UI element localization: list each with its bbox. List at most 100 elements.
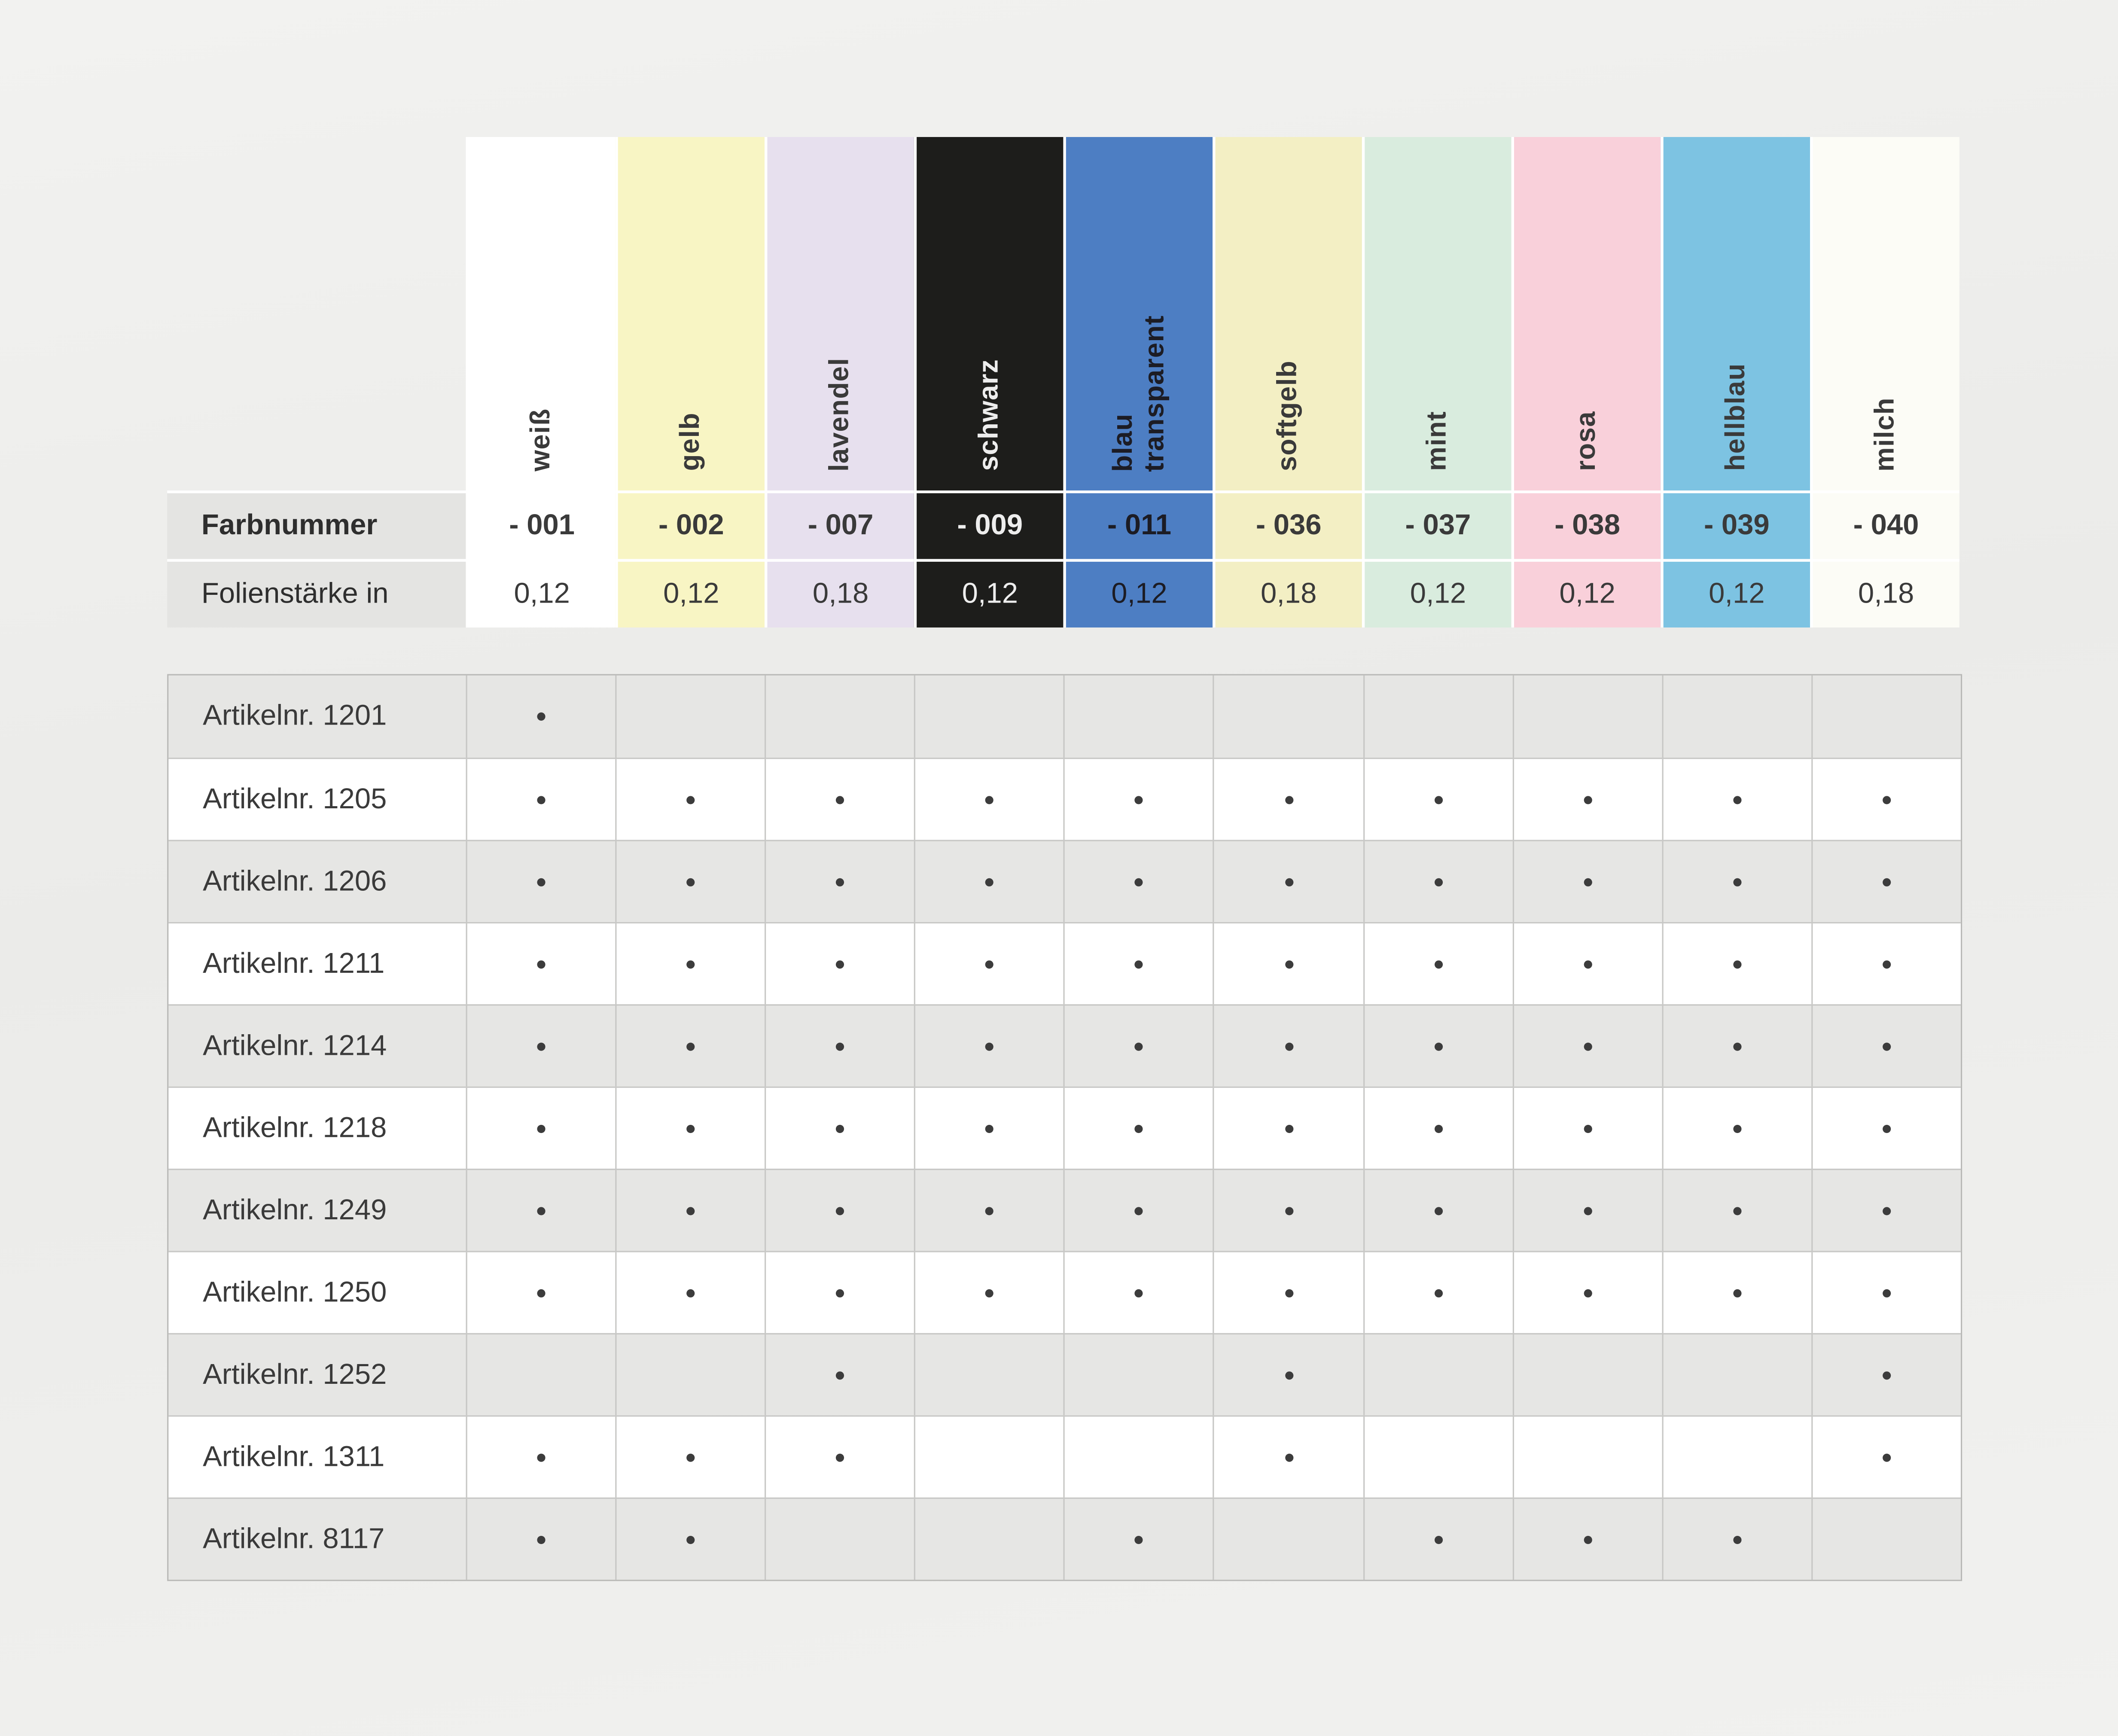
availability-dot <box>1434 877 1442 886</box>
availability-dot <box>1434 1288 1442 1297</box>
availability-cell <box>1213 1005 1363 1087</box>
availability-cell <box>765 1334 914 1416</box>
availability-dot <box>686 877 695 886</box>
color-name-label: rosa <box>1571 411 1602 472</box>
article-label: Artikelnr. 1249 <box>203 1194 387 1226</box>
farbnummer-row: Farbnummer - 001- 002- 007- 009- 011- 03… <box>167 490 1960 559</box>
color-name-label: schwarz <box>974 359 1005 472</box>
availability-cell <box>1213 675 1363 758</box>
article-row: Artikelnr. 1206 <box>168 840 1961 922</box>
availability-dot <box>1434 959 1442 968</box>
article-row: Artikelnr. 1211 <box>168 922 1961 1005</box>
farbnummer-value: - 001 <box>466 490 616 559</box>
availability-dot <box>1733 959 1741 968</box>
farbnummer-value: - 037 <box>1362 490 1512 559</box>
availability-cell <box>765 675 914 758</box>
availability-dot <box>686 1288 695 1297</box>
folienstaerke-value: 0,18 <box>765 559 914 628</box>
availability-cell <box>466 1170 616 1251</box>
availability-cell <box>765 841 914 922</box>
article-row: Artikelnr. 1201 <box>168 675 1961 758</box>
availability-dot <box>1882 795 1891 804</box>
availability-cell <box>914 1087 1064 1169</box>
availability-cell <box>466 1498 616 1580</box>
availability-cell <box>1064 675 1213 758</box>
availability-cell <box>1512 1005 1662 1087</box>
availability-cell <box>466 1005 616 1087</box>
availability-dot <box>1284 1206 1293 1215</box>
availability-cell <box>765 923 914 1005</box>
availability-dot <box>836 1042 844 1051</box>
availability-cell <box>1661 841 1811 922</box>
availability-dot <box>985 1288 994 1297</box>
availability-cell <box>765 1498 914 1580</box>
availability-cell <box>1064 1498 1213 1580</box>
availability-cell <box>1661 1334 1811 1416</box>
availability-dot <box>1733 1206 1741 1215</box>
availability-cell <box>1362 923 1512 1005</box>
availability-cell <box>1362 1416 1512 1498</box>
availability-dot <box>1583 959 1592 968</box>
availability-cell <box>1362 1087 1512 1169</box>
availability-dot <box>1583 1206 1592 1215</box>
article-label: Artikelnr. 1252 <box>203 1358 387 1390</box>
availability-dot <box>836 795 844 804</box>
availability-dot <box>686 1124 695 1133</box>
availability-dot <box>1434 1042 1442 1051</box>
color-name-label: mint <box>1422 411 1453 472</box>
availability-cell <box>1512 1170 1662 1251</box>
article-label: Artikelnr. 1250 <box>203 1276 387 1308</box>
availability-cell <box>1811 1170 1961 1251</box>
folienstaerke-value: 0,12 <box>615 559 765 628</box>
availability-cell <box>914 923 1064 1005</box>
availability-cell <box>914 1252 1064 1333</box>
availability-dot <box>1882 1206 1891 1215</box>
availability-cell <box>914 1416 1064 1498</box>
availability-dot <box>537 1124 545 1133</box>
availability-cell <box>1512 1498 1662 1580</box>
availability-dot <box>985 959 994 968</box>
availability-cell <box>1811 1498 1961 1580</box>
color-name-label: weiß <box>526 408 557 472</box>
availability-dot <box>836 877 844 886</box>
availability-cell <box>1362 1498 1512 1580</box>
availability-cell <box>615 1252 765 1333</box>
availability-cell <box>914 1498 1064 1580</box>
availability-cell <box>1811 1252 1961 1333</box>
color-swatch-7: rosa <box>1511 137 1661 491</box>
availability-cell <box>1512 1087 1662 1169</box>
article-row: Artikelnr. 1311 <box>168 1415 1961 1498</box>
availability-cell <box>1362 1170 1512 1251</box>
availability-dot <box>686 1206 695 1215</box>
availability-dot <box>1583 1288 1592 1297</box>
folienstaerke-row-label: Folienstärke in <box>167 559 466 628</box>
availability-dot <box>836 1371 844 1379</box>
color-band-row: weiß gelb lavendel schwarz blau transparent s… <box>167 137 1960 491</box>
color-name-label: milch <box>1870 397 1901 472</box>
article-availability-matrix: Artikelnr. 1201 Artikelnr. 1205 Artikelnr.… <box>167 674 1963 1581</box>
availability-cell <box>1213 841 1363 922</box>
availability-dot <box>686 1535 695 1544</box>
article-label: Artikelnr. 1311 <box>203 1441 385 1472</box>
availability-cell <box>914 759 1064 840</box>
availability-cell <box>1811 841 1961 922</box>
article-row: Artikelnr. 1205 <box>168 758 1961 840</box>
color-header-table: weiß gelb lavendel schwarz blau transparent s… <box>167 137 1960 628</box>
availability-cell <box>1213 1087 1363 1169</box>
availability-cell <box>615 1416 765 1498</box>
availability-cell <box>1213 1170 1363 1251</box>
availability-cell <box>615 923 765 1005</box>
availability-cell <box>466 1252 616 1333</box>
farbnummer-value: - 036 <box>1213 490 1362 559</box>
folienstaerke-value: 0,18 <box>1213 559 1362 628</box>
availability-dot <box>836 1453 844 1462</box>
availability-dot <box>537 1535 545 1544</box>
availability-dot <box>1882 877 1891 886</box>
farbnummer-value: - 039 <box>1661 490 1810 559</box>
farbnummer-value: - 011 <box>1063 490 1213 559</box>
availability-cell <box>1661 1087 1811 1169</box>
farbnummer-value: - 009 <box>914 490 1064 559</box>
availability-cell <box>1512 923 1662 1005</box>
availability-cell <box>1213 1334 1363 1416</box>
